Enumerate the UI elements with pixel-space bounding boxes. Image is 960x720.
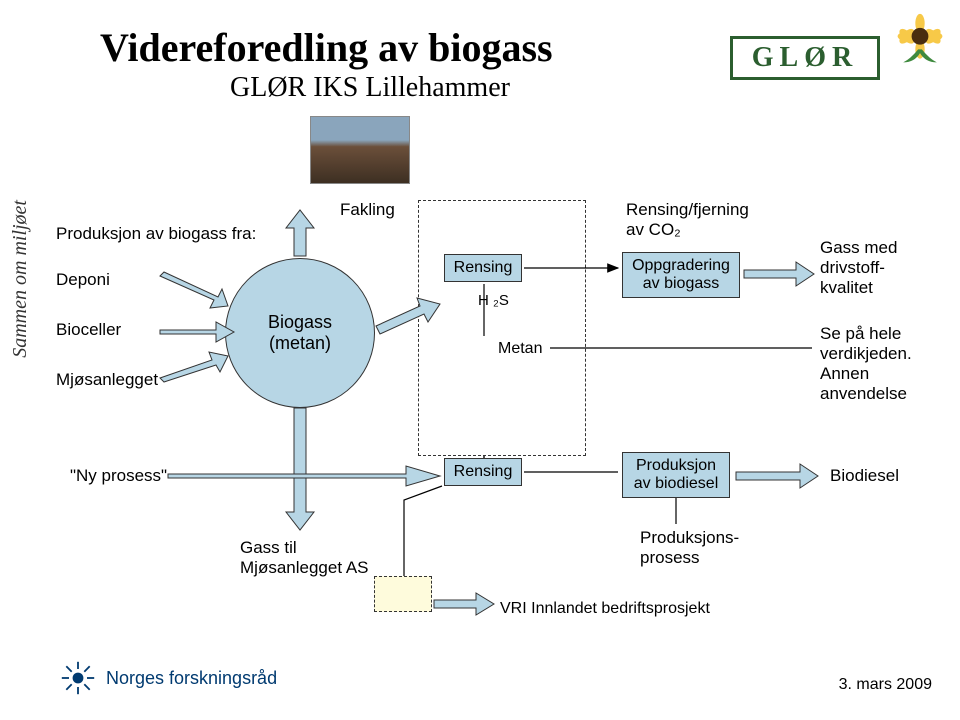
prod-fra-label: Produksjon av biogass fra:	[56, 224, 256, 244]
metan-label: Metan	[498, 340, 542, 358]
glor-logo-text: GLØR	[752, 42, 858, 74]
rens-fjerning: Rensing/fjerning av CO₂	[626, 200, 749, 240]
gass-til-label: Gass til	[240, 538, 297, 558]
small-frame	[374, 576, 432, 612]
se-hele-block: Se på hele verdikjeden. Annen anvendelse	[820, 324, 960, 404]
site-photo	[310, 116, 410, 184]
produksjon-biodiesel-box: Produksjon av biodiesel	[622, 452, 730, 498]
av-biogass-label: av biogass	[643, 275, 720, 293]
deponi-label: Deponi	[56, 270, 110, 290]
mjosanlegget-label: Mjøsanlegget	[56, 370, 158, 390]
page-subtitle: GLØR IKS Lillehammer	[230, 72, 510, 104]
upper-process-frame	[418, 200, 586, 456]
nrc-logo: Norges forskningsråd	[60, 660, 277, 696]
left-strip-text: Sammen om miljøet	[9, 200, 32, 358]
vri-label: VRI Innlandet bedriftsprosjekt	[500, 600, 710, 618]
gass-med-block: Gass med drivstoff- kvalitet	[820, 238, 897, 298]
bioceller-label: Bioceller	[56, 320, 121, 340]
oppgradering-box: Oppgradering av biogass	[622, 252, 740, 298]
date-label: 3. mars 2009	[839, 676, 932, 694]
h2s-label: H ₂S	[478, 292, 509, 309]
left-strip: Sammen om miljøet	[0, 0, 40, 720]
sunflower-icon	[892, 12, 948, 68]
metan-paren-label: (metan)	[269, 333, 331, 354]
ny-prosess-label: "Ny prosess"	[70, 466, 167, 486]
prod-biodiesel1: Produksjon	[636, 457, 716, 475]
oppgrad-label: Oppgradering	[632, 257, 730, 275]
nrc-icon	[60, 660, 96, 696]
biodiesel-label: Biodiesel	[830, 466, 899, 486]
rensing-box-1: Rensing	[444, 254, 522, 282]
page-title: Videreforedling av biogass	[100, 24, 553, 71]
fakling-label: Fakling	[340, 200, 395, 220]
prod-biodiesel2: av biodiesel	[634, 475, 719, 493]
prod-prosess-block: Produksjons- prosess	[640, 528, 739, 568]
rensing-label-1: Rensing	[454, 259, 513, 277]
nrc-text: Norges forskningsråd	[106, 668, 277, 689]
rensing-box-2: Rensing	[444, 458, 522, 486]
biogass-label: Biogass	[268, 312, 332, 333]
biogass-circle: Biogass (metan)	[225, 258, 375, 408]
glor-logo: GLØR	[730, 36, 880, 80]
rensing-label-2: Rensing	[454, 463, 513, 481]
mjos-as-label: Mjøsanlegget AS	[240, 558, 369, 578]
